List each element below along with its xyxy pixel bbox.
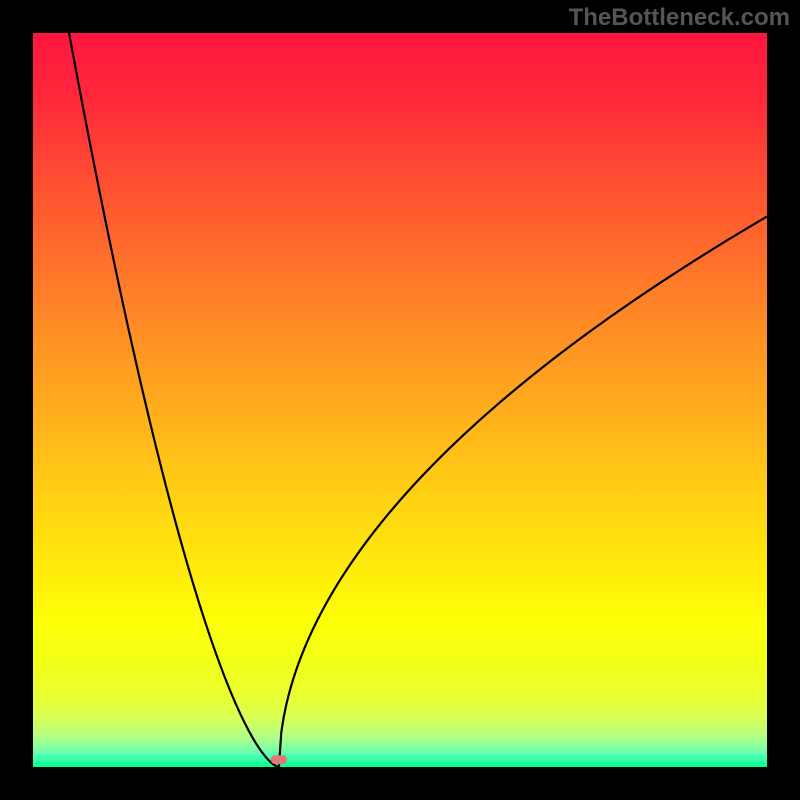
- bottleneck-chart: [0, 0, 800, 800]
- chart-svg: [0, 0, 800, 800]
- watermark-text: TheBottleneck.com: [569, 4, 790, 32]
- min-marker: [271, 755, 287, 764]
